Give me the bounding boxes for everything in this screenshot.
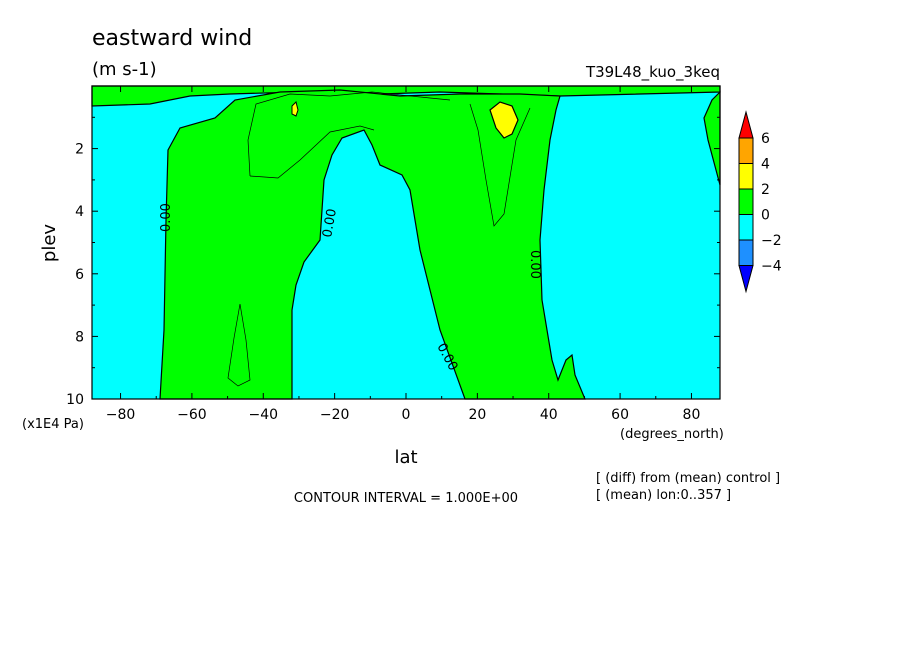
y-tick-label: 4 (75, 204, 84, 220)
chart-title: eastward wind (92, 26, 252, 51)
positive-wind-region (159, 89, 586, 400)
colorbar-bottom-arrow (738, 265, 754, 294)
y-tick-label: 8 (75, 329, 84, 345)
x-tick-label: −80 (106, 407, 136, 423)
x-tick-label: −40 (248, 407, 278, 423)
x-tick-label: 40 (540, 407, 558, 423)
colorbar-label: −2 (761, 233, 782, 249)
contour-line (247, 91, 451, 177)
chart-units: (m s-1) (92, 59, 157, 80)
colorbar-label: 2 (761, 182, 770, 198)
y-tick-label: 10 (66, 392, 84, 408)
contour-line (469, 103, 531, 227)
x-axis-label: lat (394, 447, 417, 468)
colorbar-segment (738, 137, 754, 164)
colorbar-segment (738, 163, 754, 190)
x-tick-label: 60 (611, 407, 629, 423)
wind-max-small-yellow (291, 101, 299, 117)
colorbar-segment (738, 239, 754, 266)
y-axis: 2 4 6 8 10 (66, 116, 720, 408)
note-mean: [ (mean) lon:0..357 ] (596, 488, 731, 503)
x-tick-label: −60 (177, 407, 207, 423)
contour-label: 0.00 (527, 250, 542, 279)
y-axis-unit: (x1E4 Pa) (22, 417, 84, 432)
x-axis: −80 −60 −40 −20 0 20 40 60 80 (106, 86, 701, 423)
x-tick-label: 20 (468, 407, 486, 423)
colorbar-segment (738, 188, 754, 215)
colorbar-top-arrow (738, 110, 754, 139)
contour-interval: CONTOUR INTERVAL = 1.000E+00 (294, 491, 518, 506)
y-axis-label: plev (39, 224, 60, 263)
contour-line (227, 303, 251, 387)
x-axis-unit: (degrees_north) (620, 427, 724, 442)
contour-label: 0.00 (320, 208, 340, 239)
note-diff: [ (diff) from (mean) control ] (596, 471, 780, 486)
colorbar: 6 4 2 0 −2 −4 (738, 110, 782, 294)
x-tick-label: 0 (402, 407, 411, 423)
contour-line (249, 125, 375, 179)
colorbar-label: −4 (761, 259, 782, 275)
y-tick-label: 2 (75, 142, 84, 158)
plot-area: 0.00 0.00 0.00 0.00 (91, 85, 721, 400)
colorbar-label: 4 (761, 157, 770, 173)
wind-max-yellow (489, 101, 519, 139)
contour-label: 0.00 (159, 203, 174, 232)
colorbar-label: 6 (761, 131, 770, 147)
run-label: T39L48_kuo_3keq (585, 63, 720, 82)
y-tick-label: 6 (75, 267, 84, 283)
colorbar-segment (738, 214, 754, 241)
colorbar-label: 0 (761, 208, 770, 224)
x-tick-label: −20 (320, 407, 350, 423)
x-tick-label: 80 (683, 407, 701, 423)
